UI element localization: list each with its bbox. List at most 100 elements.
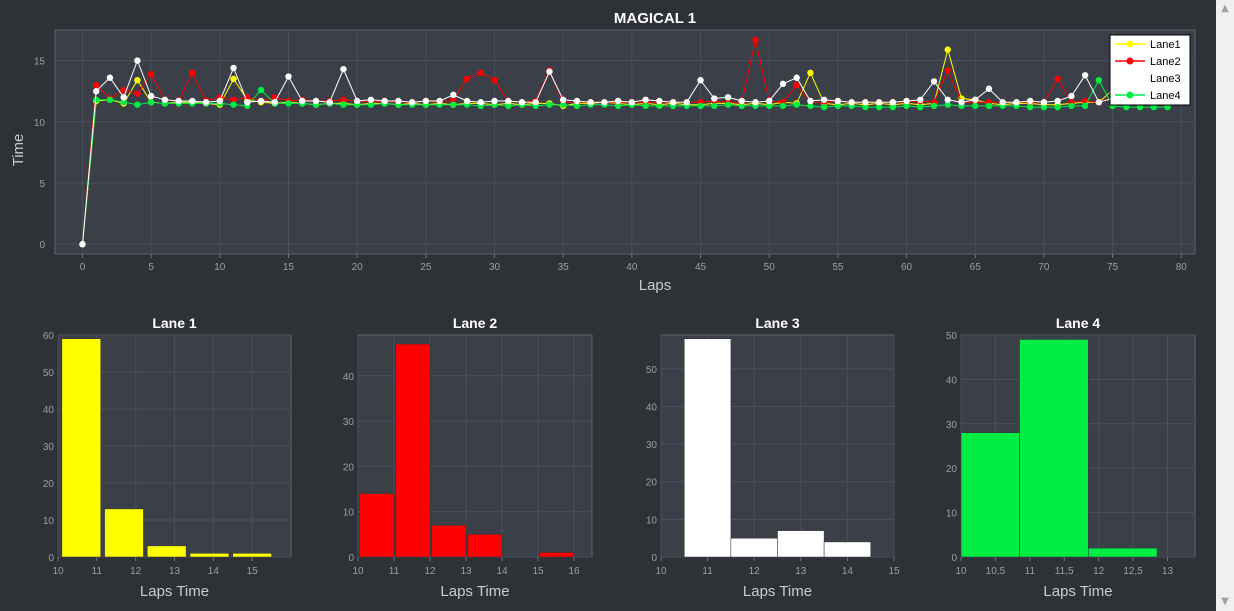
data-point-lane4 bbox=[766, 102, 773, 110]
data-point-lane4 bbox=[1081, 102, 1089, 110]
data-point-lane4 bbox=[972, 102, 979, 110]
hist-2-bar bbox=[467, 534, 503, 558]
hist-4-bar bbox=[1088, 547, 1158, 558]
data-point-lane2 bbox=[230, 96, 237, 103]
data-point-lane3 bbox=[601, 99, 608, 106]
main-x-tick-label: 65 bbox=[970, 262, 982, 273]
data-point-lane4 bbox=[917, 103, 924, 111]
legend-label: Lane4 bbox=[1150, 90, 1181, 102]
data-point-lane3 bbox=[244, 99, 251, 106]
data-point-lane3 bbox=[491, 97, 498, 105]
data-point-lane3 bbox=[807, 97, 814, 105]
data-point-lane2 bbox=[477, 69, 484, 77]
data-point-lane4 bbox=[779, 102, 787, 110]
hist-2-y-tick-label: 20 bbox=[343, 462, 355, 473]
data-point-lane3 bbox=[216, 97, 224, 105]
hist-2-x-tick-label: 13 bbox=[460, 566, 472, 577]
main-x-axis-label: Laps bbox=[639, 277, 672, 294]
data-point-lane4 bbox=[573, 102, 581, 110]
data-point-lane3 bbox=[697, 76, 704, 84]
data-point-lane4 bbox=[93, 96, 100, 103]
data-point-lane3 bbox=[711, 95, 718, 102]
data-point-lane3 bbox=[395, 97, 402, 105]
main-x-tick-label: 25 bbox=[420, 262, 432, 273]
data-point-lane3 bbox=[779, 80, 787, 88]
hist-3-y-tick-label: 50 bbox=[646, 365, 658, 376]
data-point-lane3 bbox=[1026, 97, 1034, 105]
data-point-lane4 bbox=[230, 101, 237, 108]
hist-3-x-tick-label: 12 bbox=[749, 566, 761, 577]
main-x-tick-label: 80 bbox=[1176, 262, 1188, 273]
hist-2-x-tick-label: 14 bbox=[496, 566, 508, 577]
hist-4-y-tick-label: 10 bbox=[946, 509, 958, 520]
data-point-lane3 bbox=[642, 96, 649, 103]
main-x-tick-label: 10 bbox=[214, 262, 226, 273]
data-point-lane3 bbox=[559, 96, 567, 103]
vertical-scrollbar[interactable]: ▲ ▼ bbox=[1216, 0, 1234, 611]
hist-1-bar bbox=[232, 553, 272, 558]
hist-1-y-tick-label: 40 bbox=[43, 405, 55, 416]
hist-3-title: Lane 3 bbox=[755, 315, 800, 331]
hist-2-x-tick-label: 12 bbox=[424, 566, 436, 577]
legend-label: Lane1 bbox=[1150, 39, 1181, 51]
data-point-lane4 bbox=[724, 101, 732, 108]
data-point-lane3 bbox=[930, 78, 938, 85]
data-point-lane3 bbox=[999, 99, 1006, 106]
data-point-lane1 bbox=[230, 75, 237, 83]
hist-4-x-tick-label: 10 bbox=[955, 566, 967, 577]
data-point-lane4 bbox=[711, 102, 718, 110]
hist-1-x-tick-label: 14 bbox=[208, 566, 220, 577]
data-point-lane3 bbox=[189, 97, 196, 105]
scroll-down-arrow-icon[interactable]: ▼ bbox=[1221, 596, 1229, 607]
data-point-lane3 bbox=[532, 99, 539, 106]
scroll-up-arrow-icon[interactable]: ▲ bbox=[1221, 3, 1229, 14]
data-point-lane4 bbox=[340, 101, 347, 108]
data-point-lane3 bbox=[875, 99, 883, 106]
main-x-tick-label: 70 bbox=[1038, 262, 1050, 273]
data-point-lane4 bbox=[257, 86, 265, 94]
hist-1-y-tick-label: 60 bbox=[43, 331, 55, 342]
data-point-lane4 bbox=[1123, 103, 1130, 111]
data-point-lane3 bbox=[230, 64, 237, 72]
data-point-lane2 bbox=[134, 90, 141, 97]
data-point-lane4 bbox=[889, 103, 897, 111]
data-point-lane4 bbox=[367, 101, 375, 108]
hist-4-x-tick-label: 11,5 bbox=[1055, 566, 1074, 577]
main-x-tick-label: 50 bbox=[764, 262, 776, 273]
data-point-lane4 bbox=[1150, 103, 1157, 111]
legend-label: Lane2 bbox=[1150, 56, 1181, 68]
legend-swatch-marker bbox=[1126, 91, 1134, 99]
data-point-lane3 bbox=[862, 99, 869, 106]
data-point-lane4 bbox=[1136, 103, 1144, 111]
data-point-lane4 bbox=[106, 96, 114, 103]
hist-4-y-tick-label: 20 bbox=[946, 464, 958, 475]
hist-4-x-tick-label: 10,5 bbox=[986, 566, 1006, 577]
data-point-lane3 bbox=[889, 99, 897, 106]
main-chart-title: MAGICAL 1 bbox=[614, 10, 696, 27]
legend-swatch-marker bbox=[1126, 74, 1134, 82]
data-point-lane4 bbox=[546, 101, 553, 108]
data-point-lane2 bbox=[340, 96, 347, 103]
data-point-lane3 bbox=[175, 97, 182, 105]
hist-2-y-tick-label: 30 bbox=[343, 417, 355, 428]
data-point-lane3 bbox=[312, 97, 320, 105]
hist-1-x-tick-label: 11 bbox=[92, 566, 103, 577]
data-point-lane3 bbox=[1040, 99, 1048, 106]
hist-3-bar bbox=[823, 541, 871, 558]
hist-1-y-tick-label: 30 bbox=[43, 442, 55, 453]
data-point-lane4 bbox=[862, 103, 869, 111]
hist-1-y-tick-label: 20 bbox=[43, 479, 55, 490]
main-y-tick-label: 10 bbox=[34, 118, 46, 129]
hist-2-x-tick-label: 16 bbox=[568, 566, 580, 577]
data-point-lane4 bbox=[285, 100, 292, 107]
data-point-lane3 bbox=[299, 97, 306, 105]
hist-3-x-tick-label: 10 bbox=[655, 566, 667, 577]
data-point-lane3 bbox=[353, 97, 361, 105]
hist-3-y-tick-label: 10 bbox=[646, 515, 658, 526]
hist-2-bar bbox=[431, 525, 467, 558]
data-point-lane4 bbox=[1068, 102, 1075, 110]
hist-4-title: Lane 4 bbox=[1056, 315, 1101, 331]
main-legend: Lane1 Lane2 Lane3 Lane4 bbox=[1109, 34, 1191, 106]
data-point-lane4 bbox=[1095, 76, 1103, 84]
main-x-tick-label: 60 bbox=[901, 262, 913, 273]
